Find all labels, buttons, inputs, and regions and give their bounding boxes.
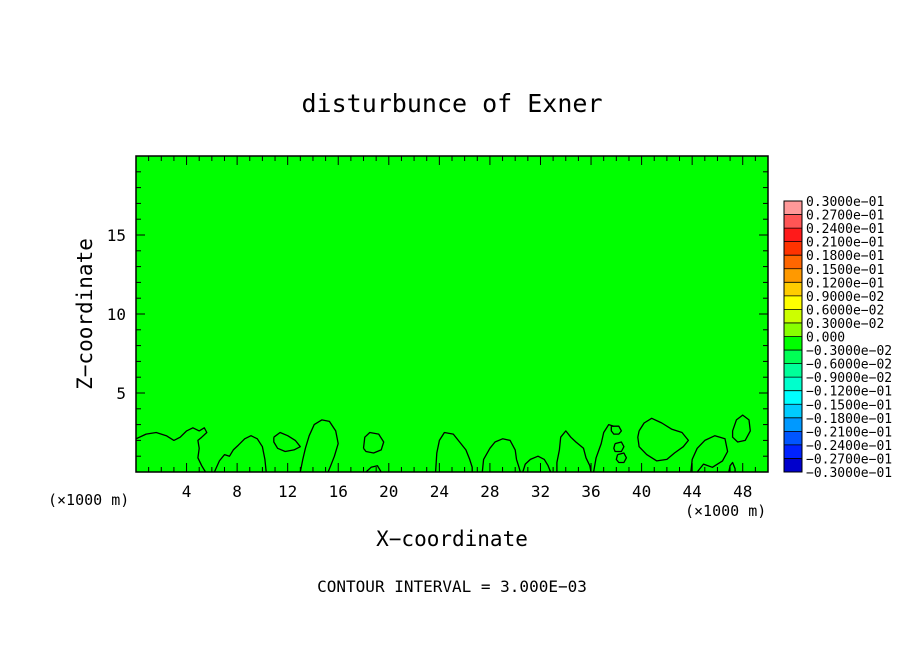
- legend-swatch: [784, 431, 802, 446]
- x-tick-label: 28: [480, 482, 499, 501]
- contour-line-1: [135, 427, 208, 473]
- y-tick-label: 10: [107, 305, 126, 324]
- contour-line-11: [592, 423, 614, 473]
- legend-swatch: [784, 201, 802, 216]
- contour-line-17: [731, 414, 751, 443]
- contour-line-2: [213, 435, 267, 473]
- legend-swatch: [784, 377, 802, 392]
- contour-line-6: [365, 465, 382, 473]
- legend-label: 0.3000e−02: [806, 317, 884, 332]
- contour-line-3: [273, 431, 301, 453]
- x-tick-label: 8: [232, 482, 242, 501]
- legend-swatch: [784, 241, 802, 256]
- contour-lines: [135, 414, 751, 473]
- legend-label: −0.2400e−01: [806, 439, 892, 454]
- legend-label: 0.2700e−01: [806, 209, 884, 224]
- color-legend: 0.3000e−010.2700e−010.2400e−010.2100e−01…: [783, 195, 892, 481]
- contour-line-10: [556, 430, 592, 473]
- legend-swatch: [784, 458, 802, 473]
- legend-swatch: [784, 268, 802, 283]
- contour-interval-note: CONTOUR INTERVAL = 3.000E−03: [317, 577, 587, 596]
- legend-swatch: [784, 444, 802, 459]
- legend-label: 0.000: [806, 331, 845, 346]
- y-axis-ticks: 5 10 15: [107, 171, 768, 457]
- contour-line-13: [613, 441, 625, 453]
- y-tick-label: 5: [116, 384, 126, 403]
- contour-line-4: [299, 419, 339, 473]
- x-tick-label: 36: [581, 482, 600, 501]
- legend-label: −0.6000e−02: [806, 358, 892, 373]
- legend-swatch: [784, 295, 802, 310]
- x-axis-label: X−coordinate: [376, 527, 528, 551]
- x-tick-label: 24: [430, 482, 449, 501]
- legend-swatch: [784, 282, 802, 297]
- legend-label: −0.9000e−02: [806, 371, 892, 386]
- legend-swatch: [784, 309, 802, 324]
- contour-line-16: [690, 435, 729, 473]
- legend-label: −0.2700e−01: [806, 452, 892, 467]
- legend-label: −0.1800e−01: [806, 412, 892, 427]
- legend-label: 0.3000e−01: [806, 195, 884, 210]
- legend-label: 0.2100e−01: [806, 236, 884, 251]
- x-tick-label: 40: [632, 482, 651, 501]
- legend-swatch: [784, 417, 802, 432]
- legend-label: −0.1200e−01: [806, 385, 892, 400]
- x-tick-label: 12: [278, 482, 297, 501]
- contour-line-8: [481, 438, 521, 473]
- x-unit-right: (×1000 m): [685, 502, 766, 520]
- x-tick-label: 20: [379, 482, 398, 501]
- x-tick-label: 32: [531, 482, 550, 501]
- y-axis-label: Z−coordinate: [73, 238, 97, 390]
- x-axis-ticks: 4 8 12 16 20 24 28 32 36 40 44 48: [148, 156, 756, 501]
- legend-label: 0.9000e−02: [806, 290, 884, 305]
- legend-label: −0.2100e−01: [806, 425, 892, 440]
- legend-swatch: [784, 214, 802, 229]
- legend-label: 0.2400e−01: [806, 222, 884, 237]
- contour-line-14: [615, 452, 628, 464]
- x-unit-left: (×1000 m): [48, 491, 129, 509]
- legend-label: 0.1800e−01: [806, 249, 884, 264]
- contour-line-15: [637, 417, 690, 462]
- legend-swatch: [784, 404, 802, 419]
- legend-label: 0.1200e−01: [806, 276, 884, 291]
- contour-line-7: [434, 431, 473, 473]
- y-tick-label: 15: [107, 226, 126, 245]
- chart-title: disturbunce of Exner: [301, 89, 602, 118]
- legend-swatch: [784, 336, 802, 351]
- contour-line-9: [522, 455, 552, 473]
- legend-label: −0.3000e−02: [806, 344, 892, 359]
- x-tick-label: 44: [683, 482, 702, 501]
- legend-label: 0.1500e−01: [806, 263, 884, 278]
- legend-swatch: [784, 228, 802, 243]
- legend-swatch: [784, 363, 802, 378]
- legend-frame: [783, 200, 803, 473]
- x-tick-label: 16: [329, 482, 348, 501]
- legend-label: 0.6000e−02: [806, 303, 884, 318]
- plot-field: [136, 156, 768, 472]
- legend-label: −0.3000e−01: [806, 466, 892, 481]
- legend-swatch: [784, 255, 802, 270]
- contour-line-12: [610, 425, 623, 435]
- x-tick-label: 48: [733, 482, 752, 501]
- legend-label: −0.1500e−01: [806, 398, 892, 413]
- contour-line-5: [362, 431, 385, 454]
- legend-swatch: [784, 322, 802, 337]
- legend-swatch: [784, 390, 802, 405]
- legend-swatch: [784, 350, 802, 365]
- x-tick-label: 4: [182, 482, 192, 501]
